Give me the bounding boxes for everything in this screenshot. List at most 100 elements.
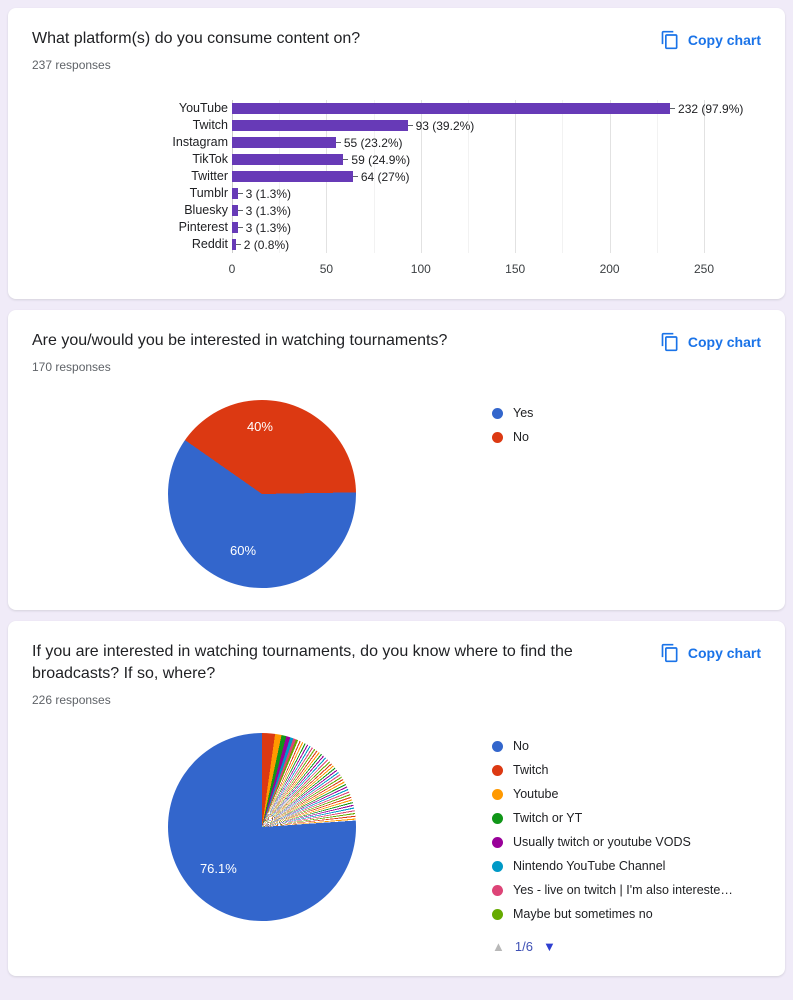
bar-category-label: TikTok bbox=[192, 152, 228, 166]
bar-value-label: 3 (1.3%) bbox=[245, 220, 292, 235]
bar-row: 3 (1.3%) bbox=[232, 202, 704, 219]
bar-category-label: Bluesky bbox=[184, 203, 228, 217]
bar-row: 232 (97.9%) bbox=[232, 100, 743, 117]
bar-connector bbox=[407, 125, 413, 126]
bar-value-label: 59 (24.9%) bbox=[351, 152, 411, 167]
legend-item: Twitch or YT bbox=[492, 811, 733, 825]
bar-connector bbox=[670, 108, 676, 109]
bar-xaxis: 0 50 100 150 200 250 bbox=[228, 257, 714, 277]
pie-area: 76.1% bbox=[32, 733, 492, 954]
bar bbox=[232, 239, 236, 250]
x-axis-tick: 0 bbox=[228, 262, 236, 276]
chart-legend: No Twitch Youtube Twitch or YT Usually twitc… bbox=[492, 733, 733, 921]
bar-category-label: Pinterest bbox=[178, 220, 228, 234]
legend-item: Yes bbox=[492, 406, 533, 420]
x-axis-tick: 100 bbox=[410, 262, 431, 276]
copy-chart-label: Copy chart bbox=[687, 645, 761, 661]
bar-row: 55 (23.2%) bbox=[232, 134, 704, 151]
copy-chart-button[interactable]: Copy chart bbox=[660, 28, 761, 50]
legend-item: No bbox=[492, 430, 533, 444]
copy-chart-button[interactable]: Copy chart bbox=[660, 330, 761, 352]
response-count: 237 responses bbox=[32, 58, 111, 72]
gridline bbox=[515, 100, 517, 253]
copy-chart-button[interactable]: Copy chart bbox=[660, 641, 761, 663]
gridline bbox=[609, 100, 611, 253]
bar bbox=[232, 103, 671, 114]
legend-item: No bbox=[492, 739, 733, 753]
legend-next-button[interactable]: ▼ bbox=[542, 939, 556, 954]
legend-label: Usually twitch or youtube VODS bbox=[513, 835, 691, 849]
question-card-tournament-interest: Are you/would you be interested in watch… bbox=[8, 310, 785, 610]
legend-label: Nintendo YouTube Channel bbox=[513, 859, 666, 873]
gridline bbox=[656, 100, 658, 253]
legend-dot bbox=[492, 836, 503, 848]
bar bbox=[232, 222, 238, 233]
bar-category-label: Instagram bbox=[172, 135, 228, 149]
bar-value-label: 2 (0.8%) bbox=[243, 237, 290, 252]
chart-area: 40% 60% Yes No bbox=[32, 400, 761, 588]
card-header: If you are interested in watching tourna… bbox=[32, 641, 761, 685]
legend-label: No bbox=[513, 430, 529, 444]
bar-connector bbox=[335, 142, 341, 143]
gridline bbox=[704, 100, 705, 253]
copy-icon bbox=[661, 30, 678, 50]
bar-row: 64 (27%) bbox=[232, 168, 704, 185]
x-axis-tick: 50 bbox=[319, 262, 334, 276]
question-card-broadcasts: If you are interested in watching tourna… bbox=[8, 621, 785, 976]
bar bbox=[232, 137, 336, 148]
bar-value-label: 64 (27%) bbox=[360, 169, 410, 184]
bar-connector bbox=[343, 159, 349, 160]
legend-label: Youtube bbox=[513, 787, 559, 801]
gridline bbox=[420, 100, 422, 253]
legend-prev-button[interactable]: ▲ bbox=[492, 939, 505, 954]
legend-dot bbox=[492, 407, 503, 419]
bar bbox=[232, 154, 344, 165]
bar-plot: 232 (97.9%) 93 (39.2%) 55 (23.2%) 59 (24.9%… bbox=[232, 100, 743, 253]
legend-dot bbox=[492, 908, 503, 920]
bar bbox=[232, 188, 238, 199]
gridline bbox=[468, 100, 469, 253]
legend-label: Twitch bbox=[513, 763, 549, 777]
chart-legend: Yes No bbox=[492, 400, 533, 444]
legend-item: Twitch bbox=[492, 763, 733, 777]
legend-item: Nintendo YouTube Channel bbox=[492, 859, 733, 873]
bar-category-label: Twitter bbox=[191, 169, 228, 183]
bar-row: 3 (1.3%) bbox=[232, 185, 704, 202]
legend-item: Yes - live on twitch | I'm also interest… bbox=[492, 883, 733, 897]
pie-chart: 40% 60% bbox=[168, 400, 356, 588]
x-axis-tick: 250 bbox=[693, 262, 715, 276]
legend-dot bbox=[492, 860, 503, 872]
question-title: What platform(s) do you consume content … bbox=[32, 30, 361, 47]
bar-value-label: 55 (23.2%) bbox=[343, 135, 403, 150]
legend-dot bbox=[492, 812, 503, 824]
bar-value-label: 232 (97.9%) bbox=[678, 101, 744, 116]
response-count: 226 responses bbox=[32, 693, 111, 707]
copy-icon bbox=[661, 332, 678, 352]
copy-icon bbox=[661, 643, 678, 663]
pie-area: 40% 60% bbox=[32, 400, 492, 588]
bar-connector bbox=[352, 176, 358, 177]
bar-grid: YouTube Twitch Instagram TikTok Twitter Tumbl… bbox=[120, 100, 743, 253]
x-axis-tick: 200 bbox=[599, 262, 620, 276]
bar-connector bbox=[237, 193, 243, 194]
response-count: 170 responses bbox=[32, 360, 111, 374]
legend-item: Usually twitch or youtube VODS bbox=[492, 835, 733, 849]
legend-pager: ▲ 1/6 ▼ bbox=[492, 939, 733, 954]
bar-category-label: Reddit bbox=[191, 237, 228, 251]
bar-connector bbox=[237, 227, 243, 228]
pie-slice-label: 40% bbox=[246, 418, 273, 434]
pie-slice-label: 76.1% bbox=[199, 860, 237, 876]
legend-item: Youtube bbox=[492, 787, 733, 801]
bar-connector bbox=[237, 210, 243, 211]
legend-dot bbox=[492, 788, 503, 800]
legend-dot bbox=[492, 884, 503, 896]
card-header: Are you/would you be interested in watch… bbox=[32, 330, 761, 352]
legend-label: No bbox=[513, 739, 529, 753]
legend-label: Yes - live on twitch | I'm also interest… bbox=[513, 883, 733, 897]
bar-row: 93 (39.2%) bbox=[232, 117, 704, 134]
pie-chart: 76.1% bbox=[168, 733, 356, 921]
bar bbox=[232, 171, 353, 182]
legend-page-indicator: 1/6 bbox=[514, 939, 533, 954]
question-title: Are you/would you be interested in watch… bbox=[32, 332, 448, 349]
legend-column: No Twitch Youtube Twitch or YT Usually twitc… bbox=[492, 733, 733, 954]
